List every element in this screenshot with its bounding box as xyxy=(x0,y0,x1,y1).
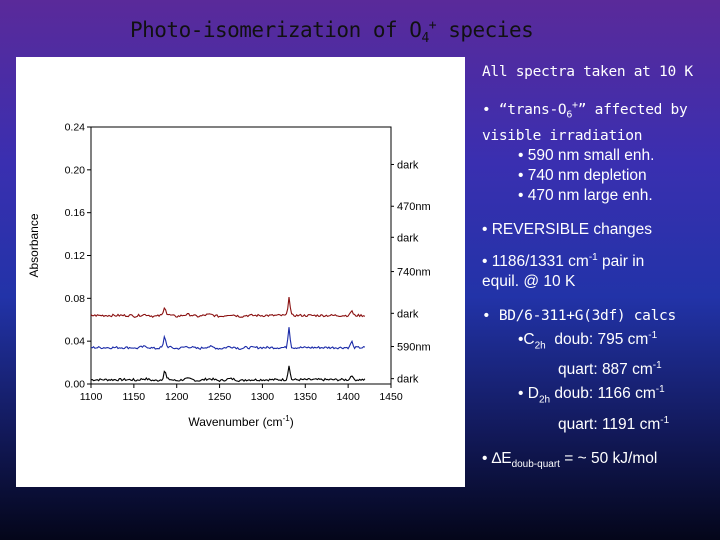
series-line xyxy=(90,297,366,319)
series-label: 590nm xyxy=(397,342,431,354)
x-tick-label: 1100 xyxy=(80,391,103,403)
y-tick-label: 0.16 xyxy=(65,207,86,219)
x-tick-label: 1450 xyxy=(379,391,403,403)
bullet-trans-o6-cont: visible irradiation xyxy=(482,127,643,144)
x-tick-label: 1400 xyxy=(336,391,360,403)
bullet-d2h: • D2h doub: 1166 cm-1 xyxy=(518,384,665,406)
bullet-trans-o6: • “trans-O6+” affected by xyxy=(482,100,688,121)
series-label: dark xyxy=(397,374,419,386)
series-label: 740nm xyxy=(397,267,431,279)
y-tick-label: 0.08 xyxy=(65,293,86,305)
series-label: dark xyxy=(397,232,419,244)
series-label: dark xyxy=(397,159,419,171)
title-superscript: + xyxy=(428,18,437,33)
y-tick-label: 0.00 xyxy=(65,379,86,391)
x-axis-label: Wavenumber (cm-1) xyxy=(188,414,293,429)
bullet-delta-e: • ∆Edoub-quart = ~ 50 kJ/mol xyxy=(482,449,658,470)
x-tick-label: 1250 xyxy=(208,391,232,403)
x-tick-label: 1200 xyxy=(165,391,189,403)
spectra-chart: 1100 1150 1200 1250 1300 1350 1400 1450 0.00 0.04… xyxy=(27,122,431,430)
y-tick-label: 0.20 xyxy=(65,164,86,176)
bullet-470nm: • 470 nm large enh. xyxy=(518,186,653,204)
bullet-c2h-quart: quart: 887 cm-1 xyxy=(558,360,662,379)
title-text-end: species xyxy=(436,18,534,42)
bullet-c2h: •C2h doub: 795 cm-1 xyxy=(518,329,658,352)
slide-title: Photo-isomerization of O4+ species xyxy=(130,18,534,47)
bullet-reversible: • REVERSIBLE changes xyxy=(482,220,652,238)
title-text: Photo-isomerization of O xyxy=(130,18,422,42)
bullet-740nm: • 740 nm depletion xyxy=(518,166,647,184)
x-tick-label: 1350 xyxy=(294,391,318,403)
series-label: dark xyxy=(397,308,419,320)
bullet-pair-cont: equil. @ 10 K xyxy=(482,272,576,290)
series-label: 470nm xyxy=(397,201,431,213)
x-tick-label: 1150 xyxy=(123,391,146,403)
series-line xyxy=(90,327,366,351)
series-line xyxy=(90,365,366,383)
bullet-d2h-quart: quart: 1191 cm-1 xyxy=(558,414,670,433)
plot-frame xyxy=(90,126,392,385)
spectra-plot-panel: 1100 1150 1200 1250 1300 1350 1400 1450 0.00 0.04… xyxy=(16,57,465,487)
bullet-list: All spectra taken at 10 K • “trans-O6+” … xyxy=(482,62,718,475)
y-tick-label: 0.04 xyxy=(65,336,86,348)
y-axis-label: Absorbance xyxy=(27,213,41,277)
y-tick-label: 0.24 xyxy=(65,122,86,134)
title-subscript: 4 xyxy=(421,31,429,47)
x-tick-label: 1300 xyxy=(251,391,275,403)
y-tick-label: 0.12 xyxy=(65,250,86,262)
bullet-pair: • 1186/1331 cm-1 pair in xyxy=(482,251,645,270)
bullet-calcs: • BD/6-311+G(3df) calcs xyxy=(482,307,676,324)
bullet-conditions: All spectra taken at 10 K xyxy=(482,64,693,80)
bullet-590nm: • 590 nm small enh. xyxy=(518,146,655,164)
